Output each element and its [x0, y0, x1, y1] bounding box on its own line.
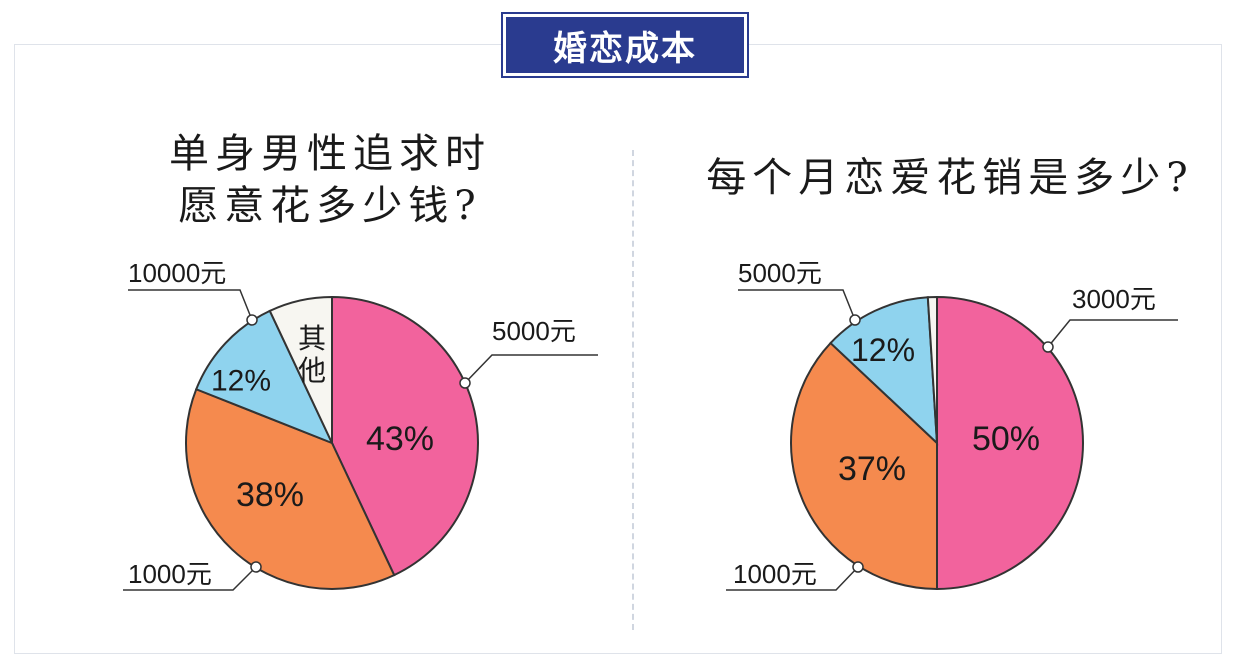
chart-2-callout-line-1	[1047, 319, 1178, 348]
chart-1-legend-label-1: 5000元	[492, 316, 576, 346]
chart-1-slice-2-value: 38%	[236, 476, 304, 514]
chart-1-callout-line-3	[128, 289, 253, 321]
chart-1-callout-dot-2	[250, 561, 262, 573]
chart-2-slice-2-value: 37%	[838, 450, 906, 488]
chart-2-slice-4	[926, 295, 938, 444]
chart-2-slice-3	[829, 296, 939, 446]
chart-2-slice-1-value: 50%	[972, 420, 1040, 458]
chart-2-callout-dot-3	[849, 314, 861, 326]
chart-1-title-line-1: 单身男性追求时	[169, 131, 491, 177]
chart-1-slice-3	[194, 309, 334, 445]
chart-2-title: 每个月恋爱花销是多少?	[690, 152, 1210, 204]
chart-1-callout-dot-1	[459, 377, 471, 389]
chart-2-callout-dot-1	[1042, 341, 1054, 353]
chart-1-slice-3-value: 12%	[211, 365, 271, 398]
panel-divider	[632, 150, 634, 630]
chart-1-slice-4	[268, 295, 333, 444]
chart-2-slice-1	[936, 295, 1084, 591]
page-title: 婚恋成本	[501, 12, 749, 78]
chart-2-legend-label-2: 1000元	[733, 559, 817, 589]
chart-2-callout-line-3	[738, 289, 856, 321]
chart-1-slice-4-label: 他	[298, 355, 326, 386]
chart-1-legend-label-3: 10000元	[128, 258, 226, 288]
chart-1-callout-dot-3	[246, 314, 258, 326]
chart-2-callout-dot-2	[852, 561, 864, 573]
chart-1-title: 单身男性追求时 愿意花多少钱?	[150, 128, 510, 232]
chart-2-legend-label-3: 5000元	[738, 258, 822, 288]
chart-1-legend-label-2: 1000元	[128, 559, 212, 589]
chart-2-callout-line-2	[726, 566, 859, 591]
chart-2-slice-3-value: 12%	[851, 332, 915, 368]
chart-1-slice-2	[185, 387, 396, 590]
chart-2-legend-label-1: 3000元	[1072, 284, 1156, 314]
chart-2-slice-2	[790, 341, 938, 591]
chart-1-slice-1-value: 43%	[366, 420, 434, 458]
chart-1-slice-1	[331, 295, 479, 577]
chart-1-callout-line-1	[464, 354, 598, 384]
chart-1-callout-line-2	[123, 566, 257, 591]
chart-1-slice-4-label: 其	[298, 323, 326, 354]
chart-2-title-line-1: 每个月恋爱花销是多少?	[706, 155, 1194, 201]
chart-1-title-line-2: 愿意花多少钱?	[178, 183, 482, 229]
